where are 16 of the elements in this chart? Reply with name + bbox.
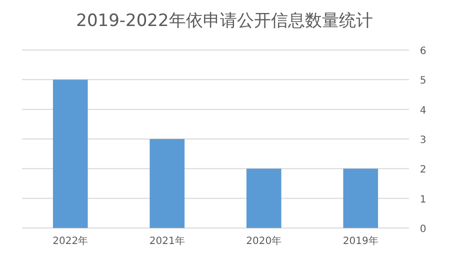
chart-title: 2019-2022年依申请公开信息数量统计 [76,11,373,31]
y-tick-label: 4 [420,105,426,116]
bar [343,168,378,228]
y-tick-label: 5 [420,76,426,87]
x-tick-label: 2019年 [342,235,378,247]
y-tick-label: 6 [420,46,426,57]
x-tick-label: 2021年 [149,235,185,247]
y-tick-label: 2 [420,164,426,176]
x-tick-label: 2022年 [52,235,88,247]
bar [150,139,185,228]
bar [246,168,282,228]
y-tick-label: 1 [420,194,426,206]
bar [52,80,88,228]
y-tick-label: 0 [420,224,426,235]
x-tick-label: 2020年 [246,235,282,247]
y-tick-label: 3 [420,135,426,146]
